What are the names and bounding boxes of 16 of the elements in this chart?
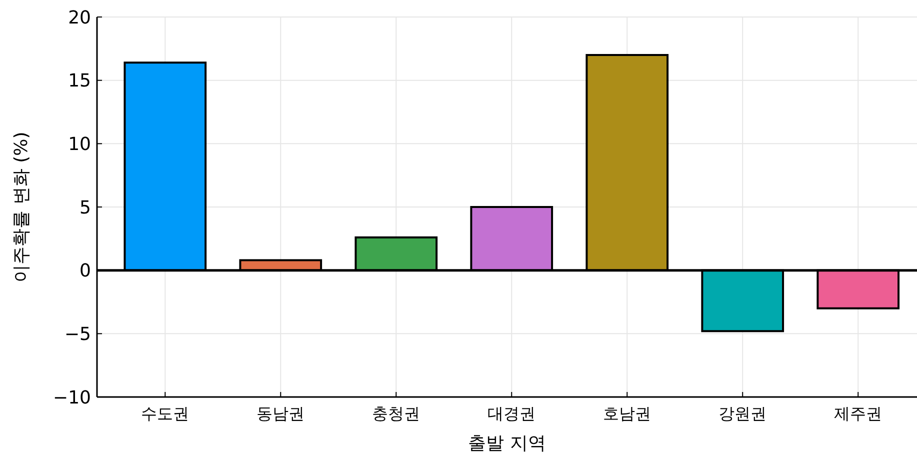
x-tick-label: 대경권 — [488, 404, 536, 423]
x-tick-label: 충청권 — [372, 404, 420, 423]
y-tick-label: −10 — [53, 387, 91, 408]
x-tick-label: 수도권 — [141, 404, 190, 423]
y-tick-label: 10 — [68, 134, 91, 155]
x-axis-title: 출발 지역 — [468, 433, 546, 454]
y-tick-label: −5 — [64, 324, 91, 345]
y-tick-label: 20 — [68, 7, 91, 28]
x-tick-label: 동남권 — [256, 404, 305, 423]
y-tick-label: 0 — [80, 260, 91, 282]
x-tick-label: 호남권 — [603, 404, 652, 423]
x-tick-label: 강원권 — [718, 404, 767, 423]
y-axis-title: 이주확률 변화 (%) — [11, 132, 32, 282]
x-tick-label: 제주권 — [834, 404, 882, 423]
y-tick-label: 15 — [68, 70, 91, 92]
y-tick-label: 5 — [80, 197, 91, 218]
